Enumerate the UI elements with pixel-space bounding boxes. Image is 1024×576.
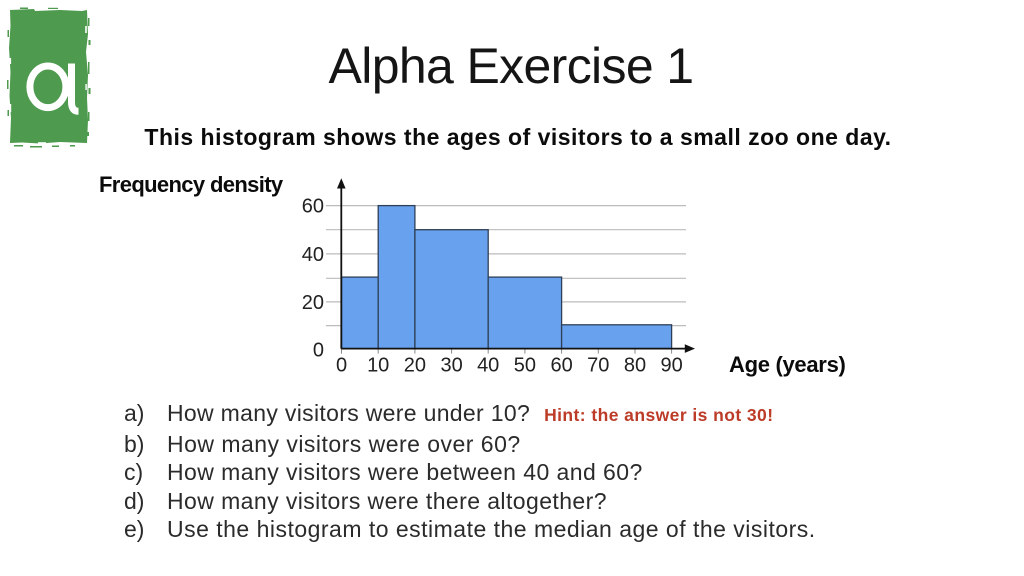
svg-text:60: 60 <box>550 355 572 377</box>
svg-text:10: 10 <box>367 355 389 377</box>
svg-text:50: 50 <box>514 355 536 377</box>
svg-text:70: 70 <box>587 355 609 377</box>
svg-text:0: 0 <box>336 355 347 377</box>
svg-text:90: 90 <box>660 355 682 377</box>
svg-text:30: 30 <box>440 355 462 377</box>
svg-text:60: 60 <box>302 196 324 218</box>
svg-text:20: 20 <box>302 292 324 314</box>
svg-text:40: 40 <box>477 355 499 377</box>
svg-text:20: 20 <box>404 355 426 377</box>
svg-text:80: 80 <box>624 355 646 377</box>
svg-text:40: 40 <box>302 244 324 266</box>
svg-text:0: 0 <box>313 340 324 362</box>
